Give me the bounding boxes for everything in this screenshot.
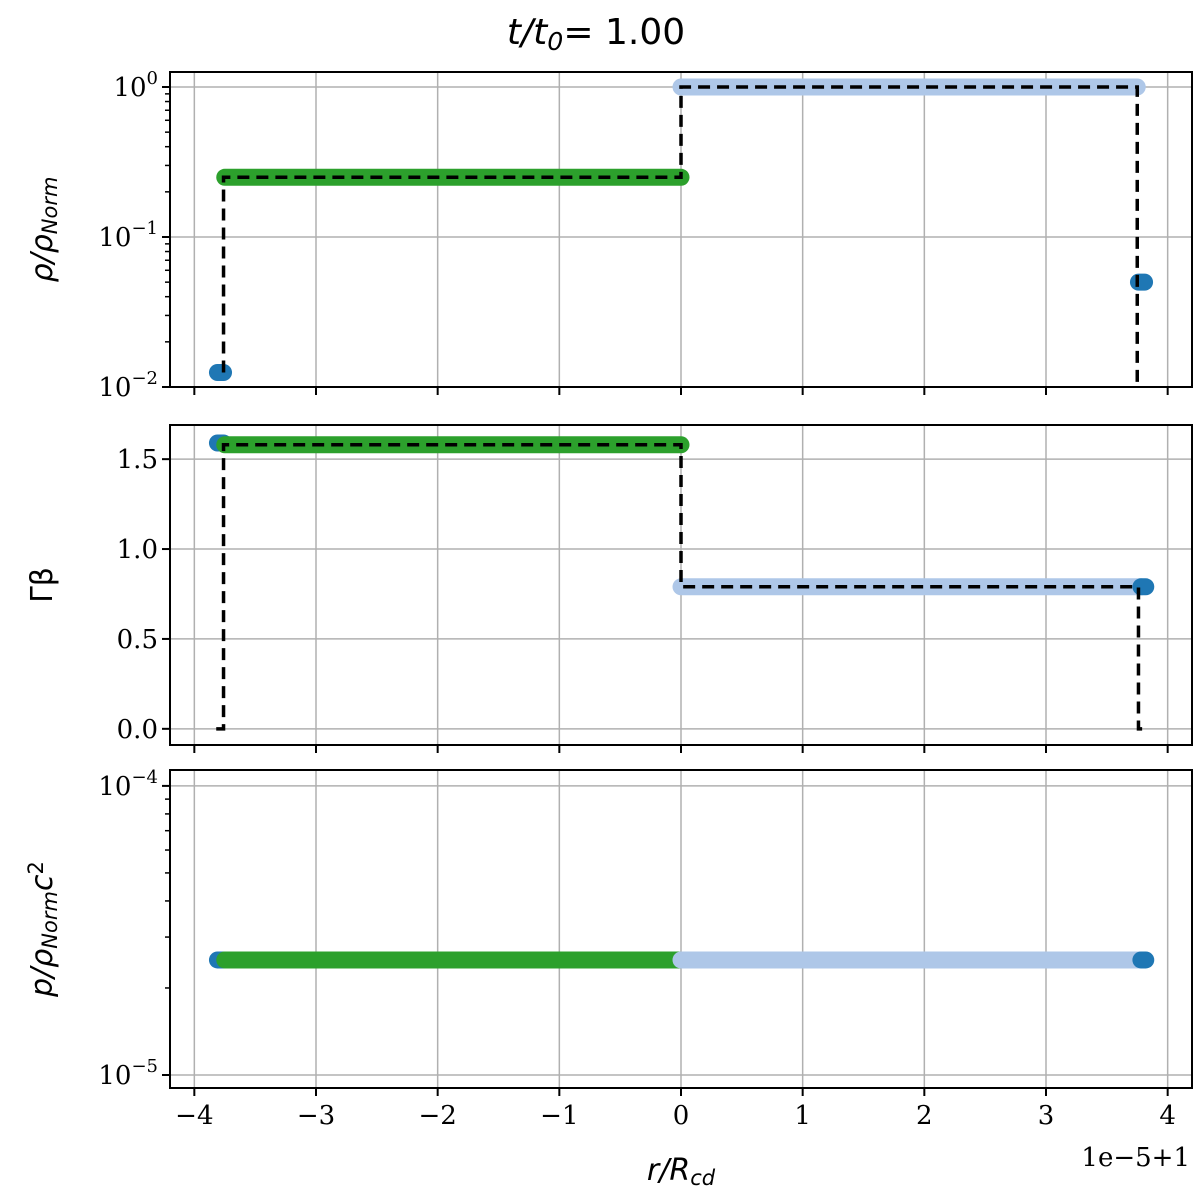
label-part: ρ/ρ: [25, 234, 60, 282]
label-part: c: [25, 874, 60, 891]
x-tick-label: 4: [1159, 1101, 1176, 1131]
tick-exponent: −1: [131, 218, 158, 239]
plot-area: [208, 78, 1154, 387]
panel-3: −4 −3 −2 −1 0 1 2 3 410−410−5p/ρNorm c2: [24, 767, 1193, 1131]
label-subscript: Norm: [38, 177, 62, 235]
y-tick-label: 10−5: [98, 1056, 158, 1091]
analytic-solution-line: [221, 85, 1139, 387]
label-part: = 1.00: [563, 12, 685, 53]
y-axis-label: ρ/ρNorm: [25, 177, 62, 283]
x-tick-label: 2: [916, 1101, 933, 1131]
y-tick-label: 10−1: [98, 218, 158, 253]
tick-base: 10: [98, 1061, 131, 1091]
label-part: t/t: [507, 12, 549, 53]
label-subscript: 0: [547, 27, 563, 56]
tick-base: 10: [98, 373, 131, 403]
y-axis-label: p/ρNorm c2: [24, 861, 63, 998]
y-tick-label: 100: [113, 68, 158, 103]
x-tick-label: 0: [673, 1101, 690, 1131]
x-offset-label: 1e−5+1: [1081, 1143, 1190, 1173]
y-axis-label: Γβ: [25, 567, 60, 603]
x-axis-label: r/Rcd: [647, 1153, 716, 1190]
label-superscript: 2: [24, 861, 48, 874]
x-tick-label: −1: [540, 1101, 578, 1131]
y-tick-label: 0.0: [117, 715, 158, 745]
chart-title: t/t0 = 1.00: [507, 12, 685, 56]
x-tick-label: −3: [297, 1101, 335, 1131]
x-tick-label: −2: [419, 1101, 457, 1131]
tick-exponent: −5: [131, 1056, 158, 1077]
y-tick-label: 1.5: [117, 445, 158, 475]
label-part: p/ρ: [25, 949, 60, 998]
x-tick-label: 1: [794, 1101, 811, 1131]
label-subscript: cd: [690, 1166, 716, 1190]
tick-exponent: −2: [131, 368, 158, 389]
tick-base: 10: [98, 223, 131, 253]
label-part: Γβ: [25, 567, 60, 603]
plot-area: [208, 434, 1155, 731]
panel-2: 0.0 0.5 1.0 1.5 Γβ: [25, 424, 1193, 753]
label-part: r/R: [647, 1153, 690, 1188]
tick-exponent: 0: [147, 68, 158, 89]
x-tick-label: −4: [175, 1101, 213, 1131]
analytic-solution-line: [216, 443, 1146, 731]
y-tick-label: 1.0: [117, 535, 158, 565]
x-tick-label: 3: [1038, 1101, 1055, 1131]
y-tick-label: 0.5: [117, 625, 158, 655]
label-subscript: Norm: [38, 891, 62, 949]
tick-base: 10: [98, 772, 131, 802]
y-tick-label: 10−4: [98, 767, 158, 802]
y-tick-label: 10−2: [98, 368, 158, 403]
tick-exponent: −4: [131, 767, 158, 788]
tick-base: 10: [113, 73, 146, 103]
